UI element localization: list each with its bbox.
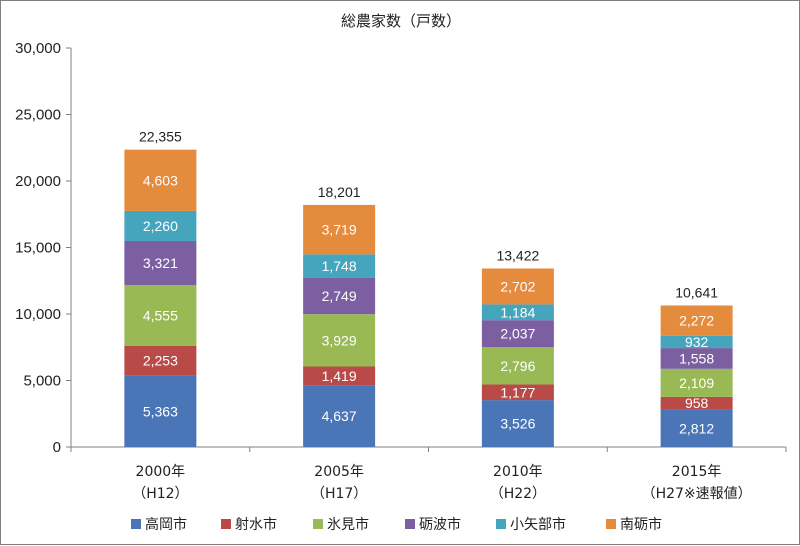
bar-segment xyxy=(303,366,376,386)
bar-segment xyxy=(481,347,554,385)
bar-segment xyxy=(303,385,376,447)
legend-swatch xyxy=(496,519,506,529)
bar-segment xyxy=(660,396,733,410)
x-category-label: 2015年 xyxy=(672,464,722,480)
bar-segment xyxy=(303,314,376,367)
segment-value-label: 2,260 xyxy=(143,218,178,234)
legend-item: 高岡市 xyxy=(131,516,187,533)
bar-segment xyxy=(660,409,733,447)
segment-value-label: 958 xyxy=(685,395,709,411)
legend-label: 小矢部市 xyxy=(510,516,566,533)
legend-label: 砺波市 xyxy=(419,516,461,533)
x-category-label: 2000年 xyxy=(136,464,186,480)
segment-value-label: 1,748 xyxy=(322,258,357,274)
legend-label: 南砺市 xyxy=(620,516,662,533)
segment-value-label: 5,363 xyxy=(143,403,178,419)
segment-value-label: 1,184 xyxy=(500,304,535,320)
segment-value-label: 2,749 xyxy=(322,288,357,304)
bar-segment xyxy=(124,345,197,376)
bar-segment xyxy=(660,348,733,369)
bar-segment xyxy=(660,305,733,336)
y-tick-label: 25,000 xyxy=(15,107,61,124)
segment-value-label: 1,558 xyxy=(679,350,714,366)
y-tick-label: 30,000 xyxy=(15,40,61,57)
bar-segment xyxy=(124,149,197,211)
segment-value-label: 932 xyxy=(685,334,709,350)
bars: 5,363 2,253 4,555 3,321 2,260 4,603 22,355 4,63… xyxy=(124,129,733,447)
legend-item: 小矢部市 xyxy=(496,516,566,533)
legend: 高岡市 射水市 氷見市 砺波市 小矢部市 南砺市 xyxy=(131,516,662,533)
segment-value-label: 3,321 xyxy=(143,255,178,271)
x-axis: 2000年 （H12） 2005年 （H17） 2010年 （H22） 2015年 （H27※… xyxy=(70,446,787,502)
bar-segment xyxy=(303,277,376,315)
segment-value-label: 2,253 xyxy=(143,353,178,369)
bar-segment xyxy=(481,304,554,321)
x-category-label: 2010年 xyxy=(493,464,543,480)
bar-segment xyxy=(124,375,197,447)
total-value-label: 18,201 xyxy=(318,184,361,200)
segment-value-label: 4,603 xyxy=(143,172,178,188)
total-value-label: 10,641 xyxy=(675,284,718,300)
segment-value-label: 1,177 xyxy=(500,384,535,400)
segment-value-label: 1,419 xyxy=(322,368,357,384)
legend-label: 射水市 xyxy=(235,516,277,533)
segment-value-label: 2,796 xyxy=(500,358,535,374)
y-axis: 0 5,000 10,000 15,000 20,000 25,000 30,000 xyxy=(15,40,72,456)
bar-segment xyxy=(481,400,554,447)
x-category-sublabel: （H22） xyxy=(490,486,546,502)
x-category-label: 2005年 xyxy=(314,464,364,480)
legend-item: 射水市 xyxy=(221,516,277,533)
legend-label: 高岡市 xyxy=(145,516,187,533)
legend-item: 砺波市 xyxy=(405,516,461,533)
bar-segment xyxy=(481,320,554,348)
segment-value-label: 3,526 xyxy=(500,416,535,432)
segment-value-label: 4,637 xyxy=(322,408,357,424)
y-tick-label: 5,000 xyxy=(23,373,61,390)
chart-title: 総農家数（戸数） xyxy=(341,12,461,30)
segment-value-label: 3,719 xyxy=(322,222,357,238)
total-value-label: 22,355 xyxy=(139,129,182,145)
bar-segment xyxy=(481,268,554,305)
legend-swatch xyxy=(606,519,616,529)
x-category-sublabel: （H12） xyxy=(132,486,188,502)
bar-segment xyxy=(660,368,733,397)
legend-item: 氷見市 xyxy=(313,516,369,533)
segment-value-label: 2,702 xyxy=(500,278,535,294)
segment-value-label: 4,555 xyxy=(143,307,178,323)
legend-swatch xyxy=(313,519,323,529)
y-tick-label: 20,000 xyxy=(15,173,61,190)
segment-value-label: 2,109 xyxy=(679,375,714,391)
bar-segment xyxy=(124,285,197,346)
y-tick-label: 0 xyxy=(53,439,61,456)
segment-value-label: 2,812 xyxy=(679,420,714,436)
bar-segment xyxy=(303,204,376,255)
segment-value-label: 2,037 xyxy=(500,326,535,342)
y-tick-label: 10,000 xyxy=(15,306,61,323)
bar-segment xyxy=(303,254,376,278)
segment-value-label: 2,272 xyxy=(679,313,714,329)
segment-value-label: 3,929 xyxy=(322,332,357,348)
bar-segment xyxy=(124,240,197,286)
x-category-sublabel: （H27※速報値） xyxy=(642,486,752,502)
x-category-sublabel: （H17） xyxy=(311,486,367,502)
total-value-label: 13,422 xyxy=(496,247,539,263)
legend-label: 氷見市 xyxy=(327,516,369,533)
y-tick-label: 15,000 xyxy=(15,240,61,257)
legend-swatch xyxy=(221,519,231,529)
legend-item: 南砺市 xyxy=(606,516,662,533)
bar-segment xyxy=(481,384,554,401)
legend-swatch xyxy=(405,519,415,529)
bar-segment xyxy=(124,210,197,241)
legend-swatch xyxy=(131,519,141,529)
bar-segment xyxy=(660,335,733,349)
